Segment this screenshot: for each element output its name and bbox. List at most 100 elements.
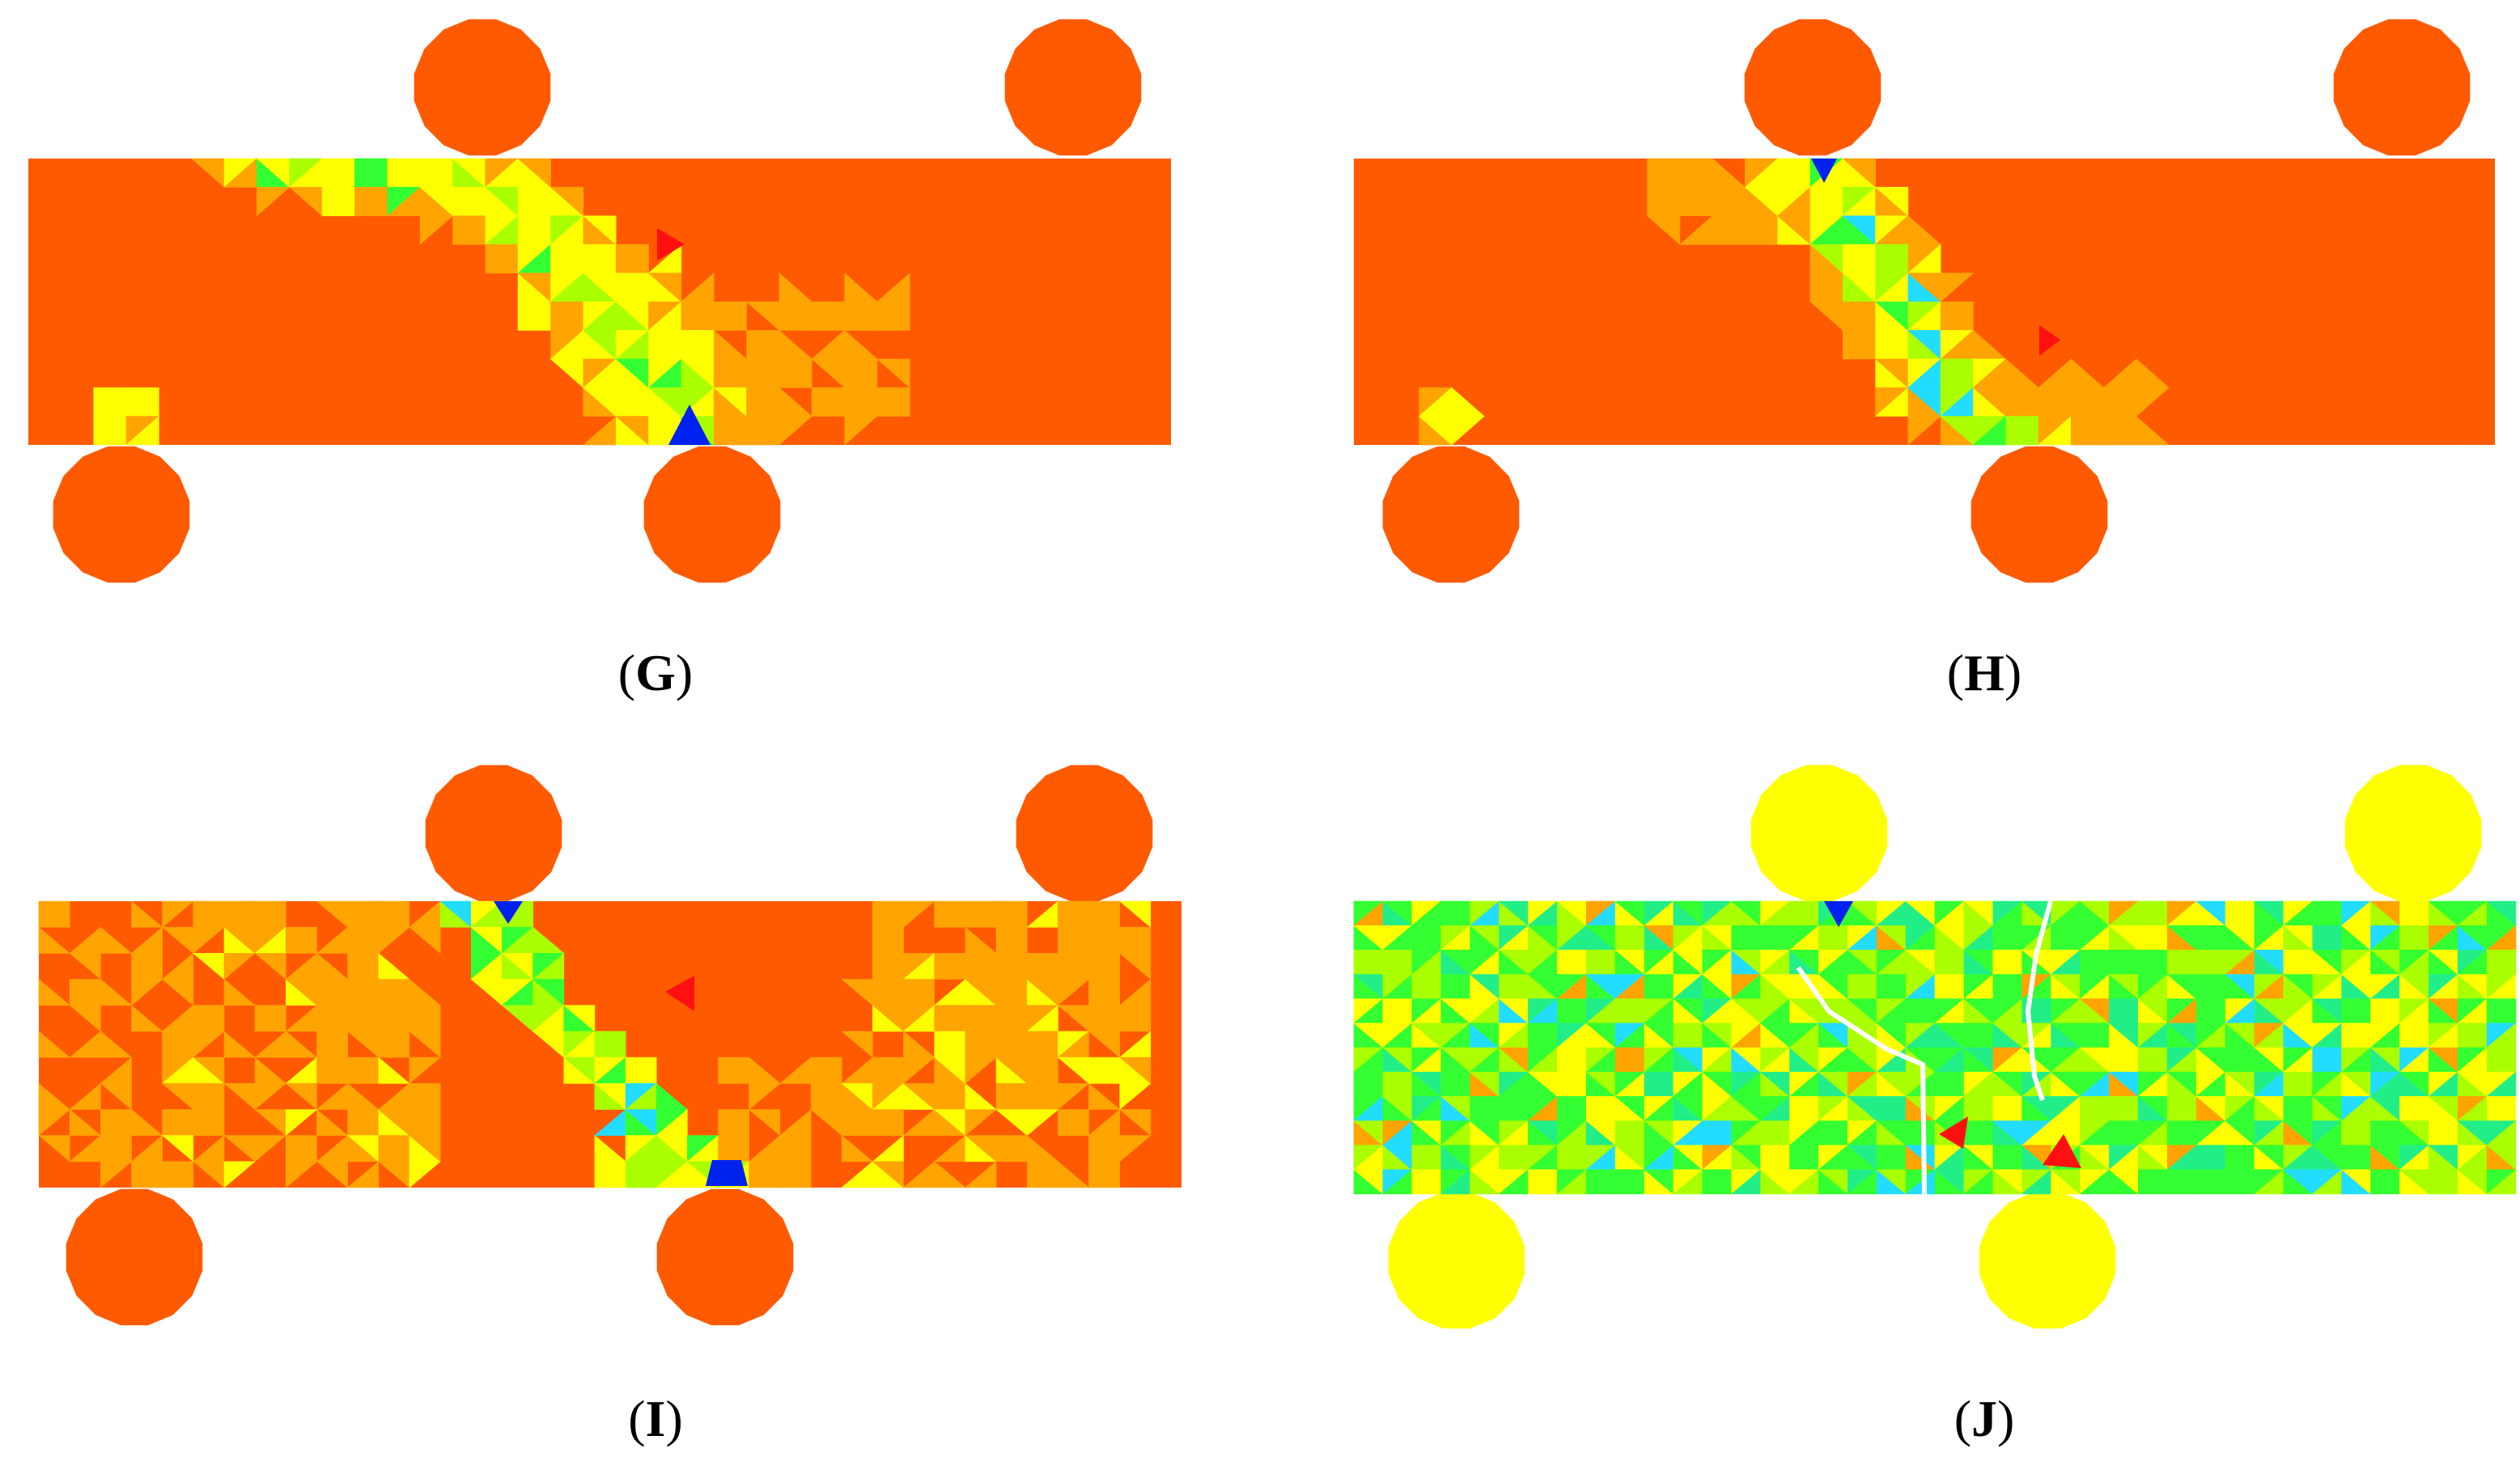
panel-h-mesh-element xyxy=(1874,187,1909,217)
panel-g-mesh-element xyxy=(876,358,910,388)
panel-i-mesh-element xyxy=(223,1031,256,1058)
panel-j-mesh xyxy=(1353,900,2517,1195)
panel-j-mesh-element xyxy=(2486,1145,2517,1171)
panel-g-simulation xyxy=(28,19,1171,583)
panel-i-mesh-element xyxy=(100,926,133,954)
panel-g-bottom-roller-1 xyxy=(53,446,190,583)
panel-g-peak-stress-blue xyxy=(668,404,711,445)
panel-i-mesh-element xyxy=(377,1031,410,1058)
panel-g-mesh-element xyxy=(125,387,159,417)
caption-g: (G) xyxy=(617,644,694,701)
panel-i-mesh-element xyxy=(316,1108,349,1136)
panel-g-mesh-element xyxy=(125,415,159,446)
panel-i-mesh-element xyxy=(1058,1161,1090,1188)
panel-i-mesh-element xyxy=(1118,900,1152,928)
caption-j: (J) xyxy=(1954,1390,2015,1447)
panel-i-peak-stress-blue-top xyxy=(494,901,523,924)
panel-i-mesh-element xyxy=(254,900,286,928)
panel-i-mesh-element xyxy=(69,1082,101,1110)
panel-i-mesh-element xyxy=(285,1109,318,1137)
panel-h-top-roller-1 xyxy=(1744,19,1882,156)
panel-i-mesh-element xyxy=(409,1031,441,1058)
panel-g-mesh-element xyxy=(713,301,747,331)
panel-i-mesh-element xyxy=(377,900,410,928)
panel-g-mesh-element xyxy=(419,215,454,245)
panel-g-peak-stress-red xyxy=(657,228,685,260)
panel-i-mesh-element xyxy=(69,1005,101,1032)
panel-i-mesh-element xyxy=(131,979,163,1006)
panel-i-bottom-roller-1 xyxy=(66,1188,203,1326)
panel-i-mesh-element xyxy=(192,1005,225,1032)
panel-h-mesh-element xyxy=(1907,416,1941,446)
panel-i-mesh-element xyxy=(748,1109,781,1137)
panel-i-mesh-element xyxy=(594,1031,626,1058)
panel-j-bottom-roller-2 xyxy=(1979,1192,2116,1329)
panel-h-mesh-element xyxy=(2136,415,2170,446)
panel-g-top-roller-1 xyxy=(414,19,551,156)
panel-i-mesh-element xyxy=(193,926,225,955)
panel-i-mesh-element xyxy=(285,926,317,955)
panel-i-mesh-element xyxy=(1118,1057,1152,1084)
panel-i-mesh-element xyxy=(38,978,71,1006)
panel-h-top-roller-2 xyxy=(2333,19,2471,156)
panel-i-mesh-element xyxy=(965,1057,997,1084)
panel-i-mesh-element xyxy=(223,978,256,1006)
panel-i-mesh-element xyxy=(995,900,1028,928)
panel-g-mesh-element xyxy=(876,387,910,417)
panel-i-mesh-element xyxy=(316,1161,348,1188)
caption-i: (I) xyxy=(628,1390,683,1447)
panel-i-mesh-element xyxy=(285,1135,317,1162)
panel-i-mesh-element xyxy=(38,1135,70,1162)
panel-i-mesh-element xyxy=(1088,1161,1120,1188)
panel-i-mesh-element xyxy=(193,1031,225,1058)
panel-i-mesh-element xyxy=(1058,1083,1090,1111)
panel-i-mesh-element xyxy=(532,979,565,1006)
panel-i-mesh-element xyxy=(779,1161,812,1188)
panel-j-crack-right xyxy=(2025,900,2053,1101)
panel-i-mesh-element xyxy=(1057,1109,1089,1137)
panel-j-bottom-roller-1 xyxy=(1388,1192,1525,1329)
panel-i-mesh-element xyxy=(934,1161,966,1188)
panel-i-mesh-element xyxy=(409,1083,441,1111)
panel-h-mesh-element xyxy=(1940,301,1974,332)
panel-g-mesh-element xyxy=(257,187,291,217)
panel-j-top-roller-1 xyxy=(1750,764,1888,902)
panel-h-simulation xyxy=(1354,19,2495,583)
panel-i-mesh-element xyxy=(779,1135,812,1162)
panel-i-mesh-element xyxy=(254,953,286,980)
panel-i-mesh-element xyxy=(100,1161,133,1188)
panel-j-mesh-element xyxy=(2486,1169,2517,1195)
panel-j-mesh-element xyxy=(2486,1096,2517,1122)
panel-i-mesh-element xyxy=(378,1057,410,1084)
panel-i-mesh-element xyxy=(162,900,194,928)
panel-h-peak-stress-red xyxy=(2039,325,2060,356)
panel-i-mesh-element xyxy=(1118,953,1152,980)
panel-i-mesh-element xyxy=(161,1161,194,1188)
panel-g-mesh-element xyxy=(549,187,584,217)
panel-g-top-roller-2 xyxy=(1004,19,1142,156)
panel-i-mesh-element xyxy=(100,978,133,1006)
panel-j-mesh-element xyxy=(2486,950,2517,976)
panel-j-peak-stress-blue xyxy=(1824,901,1853,927)
panel-i-mesh-element xyxy=(131,1005,163,1032)
panel-i-mesh-element xyxy=(749,1083,781,1111)
panel-i-peak-stress-blue-bottom xyxy=(706,1160,748,1186)
panel-j-mesh-element xyxy=(2486,1047,2517,1073)
panel-i-top-roller-1 xyxy=(425,764,562,902)
panel-i-mesh xyxy=(38,900,1152,1188)
panel-h-mesh-element xyxy=(1940,273,1975,303)
panel-i-mesh-element xyxy=(69,953,101,980)
panel-i-mesh-element xyxy=(841,1031,873,1058)
panel-j-simulation xyxy=(1353,764,2517,1329)
panel-i-mesh-element xyxy=(409,1135,441,1162)
panel-i-mesh-element xyxy=(717,1135,750,1162)
panel-i-mesh-element xyxy=(38,900,70,928)
caption-h: (H) xyxy=(1946,644,2022,701)
panel-g-mesh-element xyxy=(778,358,812,388)
panel-h-mesh-element xyxy=(1451,416,1485,446)
panel-i-mesh-element xyxy=(38,1109,71,1137)
panel-i-mesh-element xyxy=(965,1161,997,1188)
panel-j-mesh-element xyxy=(2486,998,2517,1024)
panel-i-mesh-element xyxy=(409,1161,441,1188)
